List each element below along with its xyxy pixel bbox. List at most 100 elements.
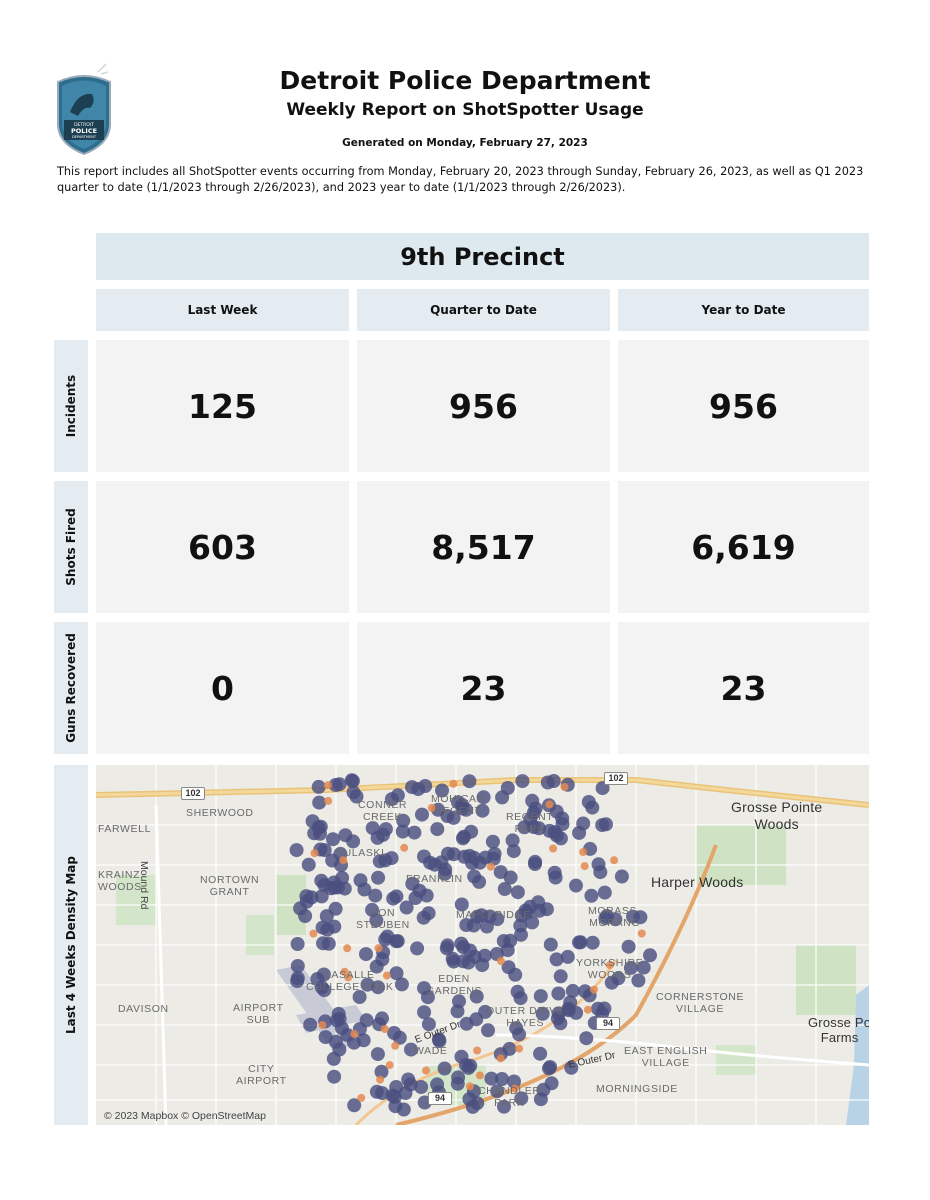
density-point [470, 1096, 485, 1111]
density-point [515, 774, 530, 789]
label-eden-gardens: EDEN GARDENS [426, 973, 483, 997]
density-point [445, 951, 460, 966]
density-point [614, 869, 629, 884]
column-header-year-to-date: Year to Date [618, 289, 869, 331]
density-hotspot [427, 803, 436, 812]
row-header-incidents: Incidents [54, 340, 88, 472]
density-point [584, 888, 599, 903]
density-point [456, 954, 471, 969]
density-hotspot [560, 783, 569, 791]
density-point [389, 934, 404, 949]
density-hotspot [339, 856, 348, 865]
density-point [550, 1011, 565, 1026]
column-header-last-week: Last Week [96, 289, 349, 331]
density-point [569, 1005, 584, 1020]
density-point [435, 783, 449, 798]
density-point [312, 795, 327, 810]
density-hotspot [496, 957, 505, 965]
density-point [525, 793, 540, 808]
label-morningside: MORNINGSIDE [596, 1083, 678, 1095]
density-hotspot [496, 1054, 505, 1063]
row-header-guns-recovered: Guns Recovered [54, 622, 88, 754]
density-point [565, 983, 580, 998]
label-cornerstone-village: CORNERSTONE VILLAGE [656, 991, 745, 1015]
density-point [623, 960, 638, 975]
density-point [549, 952, 564, 967]
density-point [293, 901, 308, 916]
density-point [446, 810, 461, 825]
density-hotspot [510, 1084, 519, 1093]
row-label: Incidents [64, 374, 78, 438]
density-hotspot [545, 800, 554, 809]
hwy-102-shield-east: 102 [604, 772, 628, 785]
density-point [360, 977, 375, 992]
density-point [475, 803, 490, 818]
density-point [572, 825, 587, 840]
label-mohican-regent: MOHICAN REGENT [431, 793, 485, 817]
density-point [389, 966, 404, 981]
density-point [421, 1017, 436, 1032]
density-hotspot [579, 848, 588, 856]
density-point [543, 937, 558, 952]
density-point [332, 1042, 347, 1057]
density-point [474, 908, 489, 923]
density-hotspot [343, 944, 352, 953]
label-franklin: FRANKLIN [406, 873, 463, 885]
density-point [446, 847, 461, 862]
density-point [555, 811, 570, 826]
density-point [514, 927, 528, 942]
density-point [467, 949, 482, 964]
density-hotspot [344, 973, 353, 982]
density-point [371, 980, 385, 995]
label-conner-creek: CONNER CREEK [358, 799, 408, 823]
density-point [311, 779, 326, 794]
density-point [365, 821, 380, 836]
density-point [410, 941, 425, 956]
density-point [510, 984, 525, 999]
map-attribution[interactable]: © 2023 Mapbox © OpenStreetMap [104, 1110, 266, 1122]
map-canvas [96, 765, 869, 1125]
density-point [542, 1061, 556, 1076]
density-point [611, 971, 626, 986]
density-point [553, 831, 568, 846]
density-point [346, 785, 361, 800]
label-von-steuben: VON STEUBEN [356, 907, 410, 931]
density-point [317, 843, 332, 858]
density-point [427, 857, 442, 872]
density-point [315, 920, 330, 935]
density-point [290, 959, 305, 973]
density-point [533, 1046, 548, 1061]
density-point [487, 846, 502, 861]
density-point [437, 1061, 452, 1076]
density-hotspot [475, 1071, 484, 1080]
report-title: Detroit Police Department [279, 66, 651, 95]
label-nortown-grant: NORTOWN GRANT [200, 874, 260, 898]
density-hotspot [580, 862, 589, 871]
density-hotspot [610, 856, 619, 865]
density-point [301, 857, 316, 872]
label-grosse-pointe-farms: Grosse Po Farms [808, 1015, 869, 1045]
density-hotspot [391, 1041, 400, 1050]
density-point [327, 1069, 342, 1084]
density-point [389, 889, 404, 904]
i94-shield-south: 94 [428, 1092, 452, 1105]
density-point [289, 843, 304, 858]
density-point [395, 824, 410, 839]
density-point [415, 807, 429, 822]
density-point [359, 947, 373, 962]
label-wade: WADE [414, 1045, 448, 1057]
label-davison: DAVISON [118, 1003, 169, 1015]
density-point [497, 1099, 511, 1114]
label-outer-drive-hayes: OUTER DRIVE HAYES [486, 1005, 565, 1029]
density-point [347, 1098, 362, 1113]
density-point [331, 1006, 346, 1021]
density-point [564, 1060, 579, 1075]
density-map[interactable]: 102 102 94 94 Grosse Pointe Woods Harper… [96, 765, 869, 1125]
density-point [305, 814, 320, 829]
density-point [438, 862, 453, 877]
density-point [593, 865, 608, 880]
shots-fired-year-to-date: 6,619 [618, 481, 869, 613]
density-point [463, 1058, 478, 1073]
density-point [477, 948, 492, 963]
density-hotspot [637, 929, 646, 938]
